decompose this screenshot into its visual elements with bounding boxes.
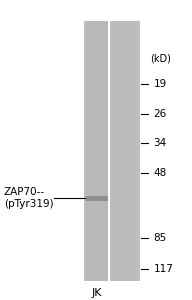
Text: (kD): (kD)	[150, 53, 171, 63]
Text: 117: 117	[154, 264, 174, 274]
Bar	[86, 21, 108, 281]
Bar	[86, 196, 108, 201]
Text: 19: 19	[154, 79, 167, 89]
Bar	[108, 21, 110, 281]
Text: ZAP70--
(pTyr319): ZAP70-- (pTyr319)	[4, 188, 53, 209]
Text: 48: 48	[154, 168, 167, 178]
Text: 34: 34	[154, 139, 167, 148]
Text: JK: JK	[92, 288, 102, 298]
Text: 85: 85	[154, 233, 167, 243]
Text: 26: 26	[154, 109, 167, 119]
Bar	[84, 21, 140, 281]
Bar	[113, 21, 135, 281]
